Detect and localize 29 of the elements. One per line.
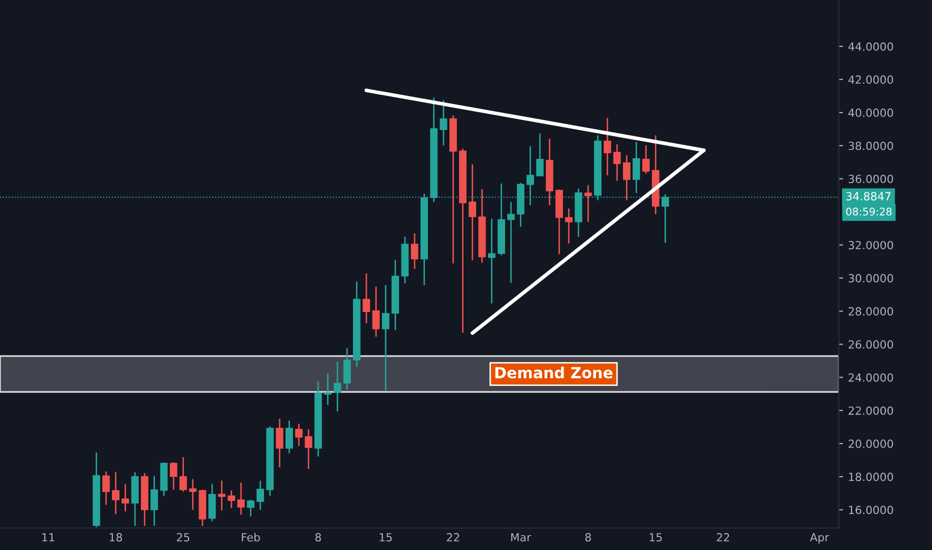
y-tick-label: 20.0000 bbox=[848, 440, 894, 448]
y-tick-label: 16.0000 bbox=[849, 506, 894, 514]
x-tick-label: 25 bbox=[176, 533, 190, 542]
x-tick-label: Feb bbox=[242, 532, 260, 542]
y-tick-label: 32.0000 bbox=[848, 240, 894, 250]
y-tick-label: 44.0000 bbox=[848, 42, 894, 51]
x-tick-label: 8 bbox=[315, 533, 321, 542]
y-tick-label: 22.0000 bbox=[848, 406, 894, 415]
x-tick-label: Apr bbox=[810, 533, 830, 544]
y-tick-label: 42.0000 bbox=[848, 75, 894, 84]
y-tick-label: 26.0000 bbox=[848, 340, 894, 349]
y-tick-label: 36.0000 bbox=[848, 174, 894, 184]
y-tick-label: 24.0000 bbox=[848, 373, 894, 382]
x-tick-label: 15 bbox=[650, 533, 662, 542]
x-tick-label: 8 bbox=[585, 533, 591, 542]
y-tick-label: 38.0000 bbox=[848, 142, 894, 150]
y-tick-label: 40.0000 bbox=[848, 108, 894, 117]
x-tick-label: 22 bbox=[716, 533, 730, 542]
y-tick-label: 18.0000 bbox=[849, 472, 894, 482]
ref-line-label: 34.8847 bbox=[846, 192, 891, 200]
x-tick-label: 22 bbox=[446, 533, 460, 542]
y-tick-label: 30.0000 bbox=[848, 274, 894, 282]
y-tick-label: 28.0000 bbox=[848, 307, 894, 316]
x-tick-label: 15 bbox=[380, 533, 392, 542]
text: 08:59:28 bbox=[846, 208, 892, 216]
x-tick-label: Mar bbox=[511, 533, 532, 542]
x-tick-label: 18 bbox=[110, 533, 122, 542]
band-label: Demand Zone bbox=[495, 366, 612, 378]
x-tick-label: 11 bbox=[42, 533, 54, 542]
